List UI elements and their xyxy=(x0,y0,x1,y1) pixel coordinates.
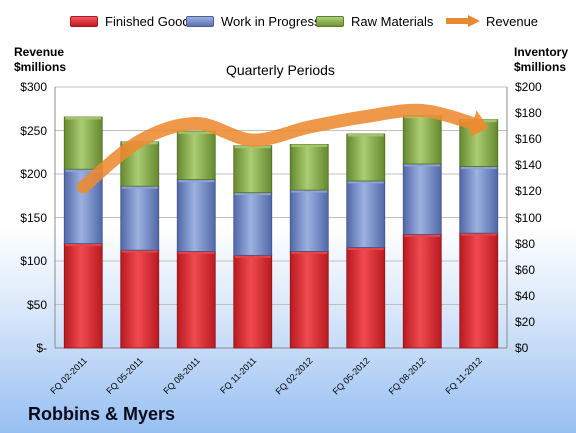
bar-highlight xyxy=(234,145,271,149)
left-axis-title-line1: Revenue xyxy=(14,45,65,59)
right-tick-label: $60 xyxy=(515,262,536,277)
legend-revenue: Revenue xyxy=(446,14,538,29)
legend-swatch-finished-goods xyxy=(70,16,98,27)
left-tick-label: $300 xyxy=(20,80,47,94)
right-tick-label: $160 xyxy=(515,132,542,147)
bar-work-in-progress xyxy=(233,192,273,256)
bar-highlight xyxy=(234,255,271,258)
left-tick-label: $100 xyxy=(20,254,47,268)
legend-raw-materials: Raw Materials xyxy=(316,14,433,29)
left-tick-label: $150 xyxy=(20,210,47,225)
revenue-line xyxy=(76,103,486,194)
legend-label-work-in-progress: Work in Progress xyxy=(221,14,321,29)
legend-swatch-work-in-progress xyxy=(186,16,214,27)
bar-highlight xyxy=(121,250,158,253)
right-axis-title-line2: $millions xyxy=(514,60,567,74)
right-tick-label: $0 xyxy=(515,341,529,355)
bar-highlight xyxy=(65,117,102,120)
bar-raw-materials xyxy=(402,115,442,165)
bar-highlight xyxy=(347,247,384,251)
right-tick-label: $100 xyxy=(515,210,542,225)
bar-highlight xyxy=(65,169,102,172)
bar-highlight xyxy=(347,180,384,184)
right-tick-label: $20 xyxy=(515,314,536,329)
left-tick-label: $- xyxy=(36,341,47,355)
right-tick-label: $40 xyxy=(515,288,536,303)
bar-work-in-progress xyxy=(459,166,499,234)
bar-highlight xyxy=(404,163,441,167)
bar-raw-materials xyxy=(346,133,386,182)
bar-raw-materials xyxy=(233,145,273,194)
bar-work-in-progress xyxy=(176,179,216,252)
bar-raw-materials xyxy=(289,144,329,191)
bar-finished-goods xyxy=(63,243,103,349)
legend-label-finished-goods: Finished Goods xyxy=(105,14,197,29)
right-tick-label: $80 xyxy=(515,236,536,251)
company-name: Robbins & Myers xyxy=(28,404,176,424)
left-axis-title-line2: $millions xyxy=(14,60,67,74)
bar-finished-goods xyxy=(346,247,386,349)
bar-finished-goods xyxy=(402,234,442,349)
right-tick-label: $120 xyxy=(515,184,542,199)
chart-subtitle: Quarterly Periods xyxy=(226,62,335,78)
legend-swatch-revenue xyxy=(446,15,480,27)
bar-work-in-progress xyxy=(402,163,442,235)
bar-highlight xyxy=(460,233,497,236)
bar-highlight xyxy=(404,234,441,237)
bar-highlight xyxy=(178,251,215,254)
bar-highlight xyxy=(460,166,497,170)
bar-work-in-progress xyxy=(120,185,160,251)
legend-work-in-progress: Work in Progress xyxy=(186,14,320,29)
left-tick-label: $250 xyxy=(20,123,47,138)
bar-finished-goods xyxy=(459,232,499,349)
bar-raw-materials xyxy=(176,130,216,181)
bar-highlight xyxy=(121,186,158,189)
bar-finished-goods xyxy=(289,251,329,349)
right-axis-title-line1: Inventory xyxy=(514,45,569,59)
bar-highlight xyxy=(65,243,102,247)
legend: Finished Goods Work in Progress Raw Mate… xyxy=(0,14,576,34)
revenue-arrow-head xyxy=(469,110,489,138)
bar-work-in-progress xyxy=(289,189,329,252)
legend-label-revenue: Revenue xyxy=(486,14,539,29)
bar-highlight xyxy=(178,179,215,183)
bar-highlight xyxy=(178,131,215,134)
bar-finished-goods xyxy=(120,249,160,349)
bar-highlight xyxy=(347,133,384,137)
bar-highlight xyxy=(234,192,271,196)
legend-finished-goods: Finished Goods xyxy=(70,14,196,29)
right-axis-title: Inventory $millions xyxy=(514,45,568,75)
legend-label-raw-materials: Raw Materials xyxy=(351,14,434,29)
right-tick-label: $140 xyxy=(515,158,542,173)
left-tick-label: $50 xyxy=(26,297,47,312)
bar-highlight xyxy=(291,190,328,193)
left-tick-label: $200 xyxy=(20,167,47,181)
bar-highlight xyxy=(291,144,328,147)
bar-work-in-progress xyxy=(346,180,386,248)
bar-finished-goods xyxy=(233,254,273,349)
right-tick-label: $200 xyxy=(515,80,542,94)
bar-highlight xyxy=(291,251,328,254)
right-tick-label: $180 xyxy=(515,106,542,121)
left-axis-title: Revenue $millions xyxy=(14,45,66,75)
bar-finished-goods xyxy=(176,251,216,349)
bar-raw-materials xyxy=(63,116,103,170)
legend-swatch-raw-materials xyxy=(316,16,344,27)
